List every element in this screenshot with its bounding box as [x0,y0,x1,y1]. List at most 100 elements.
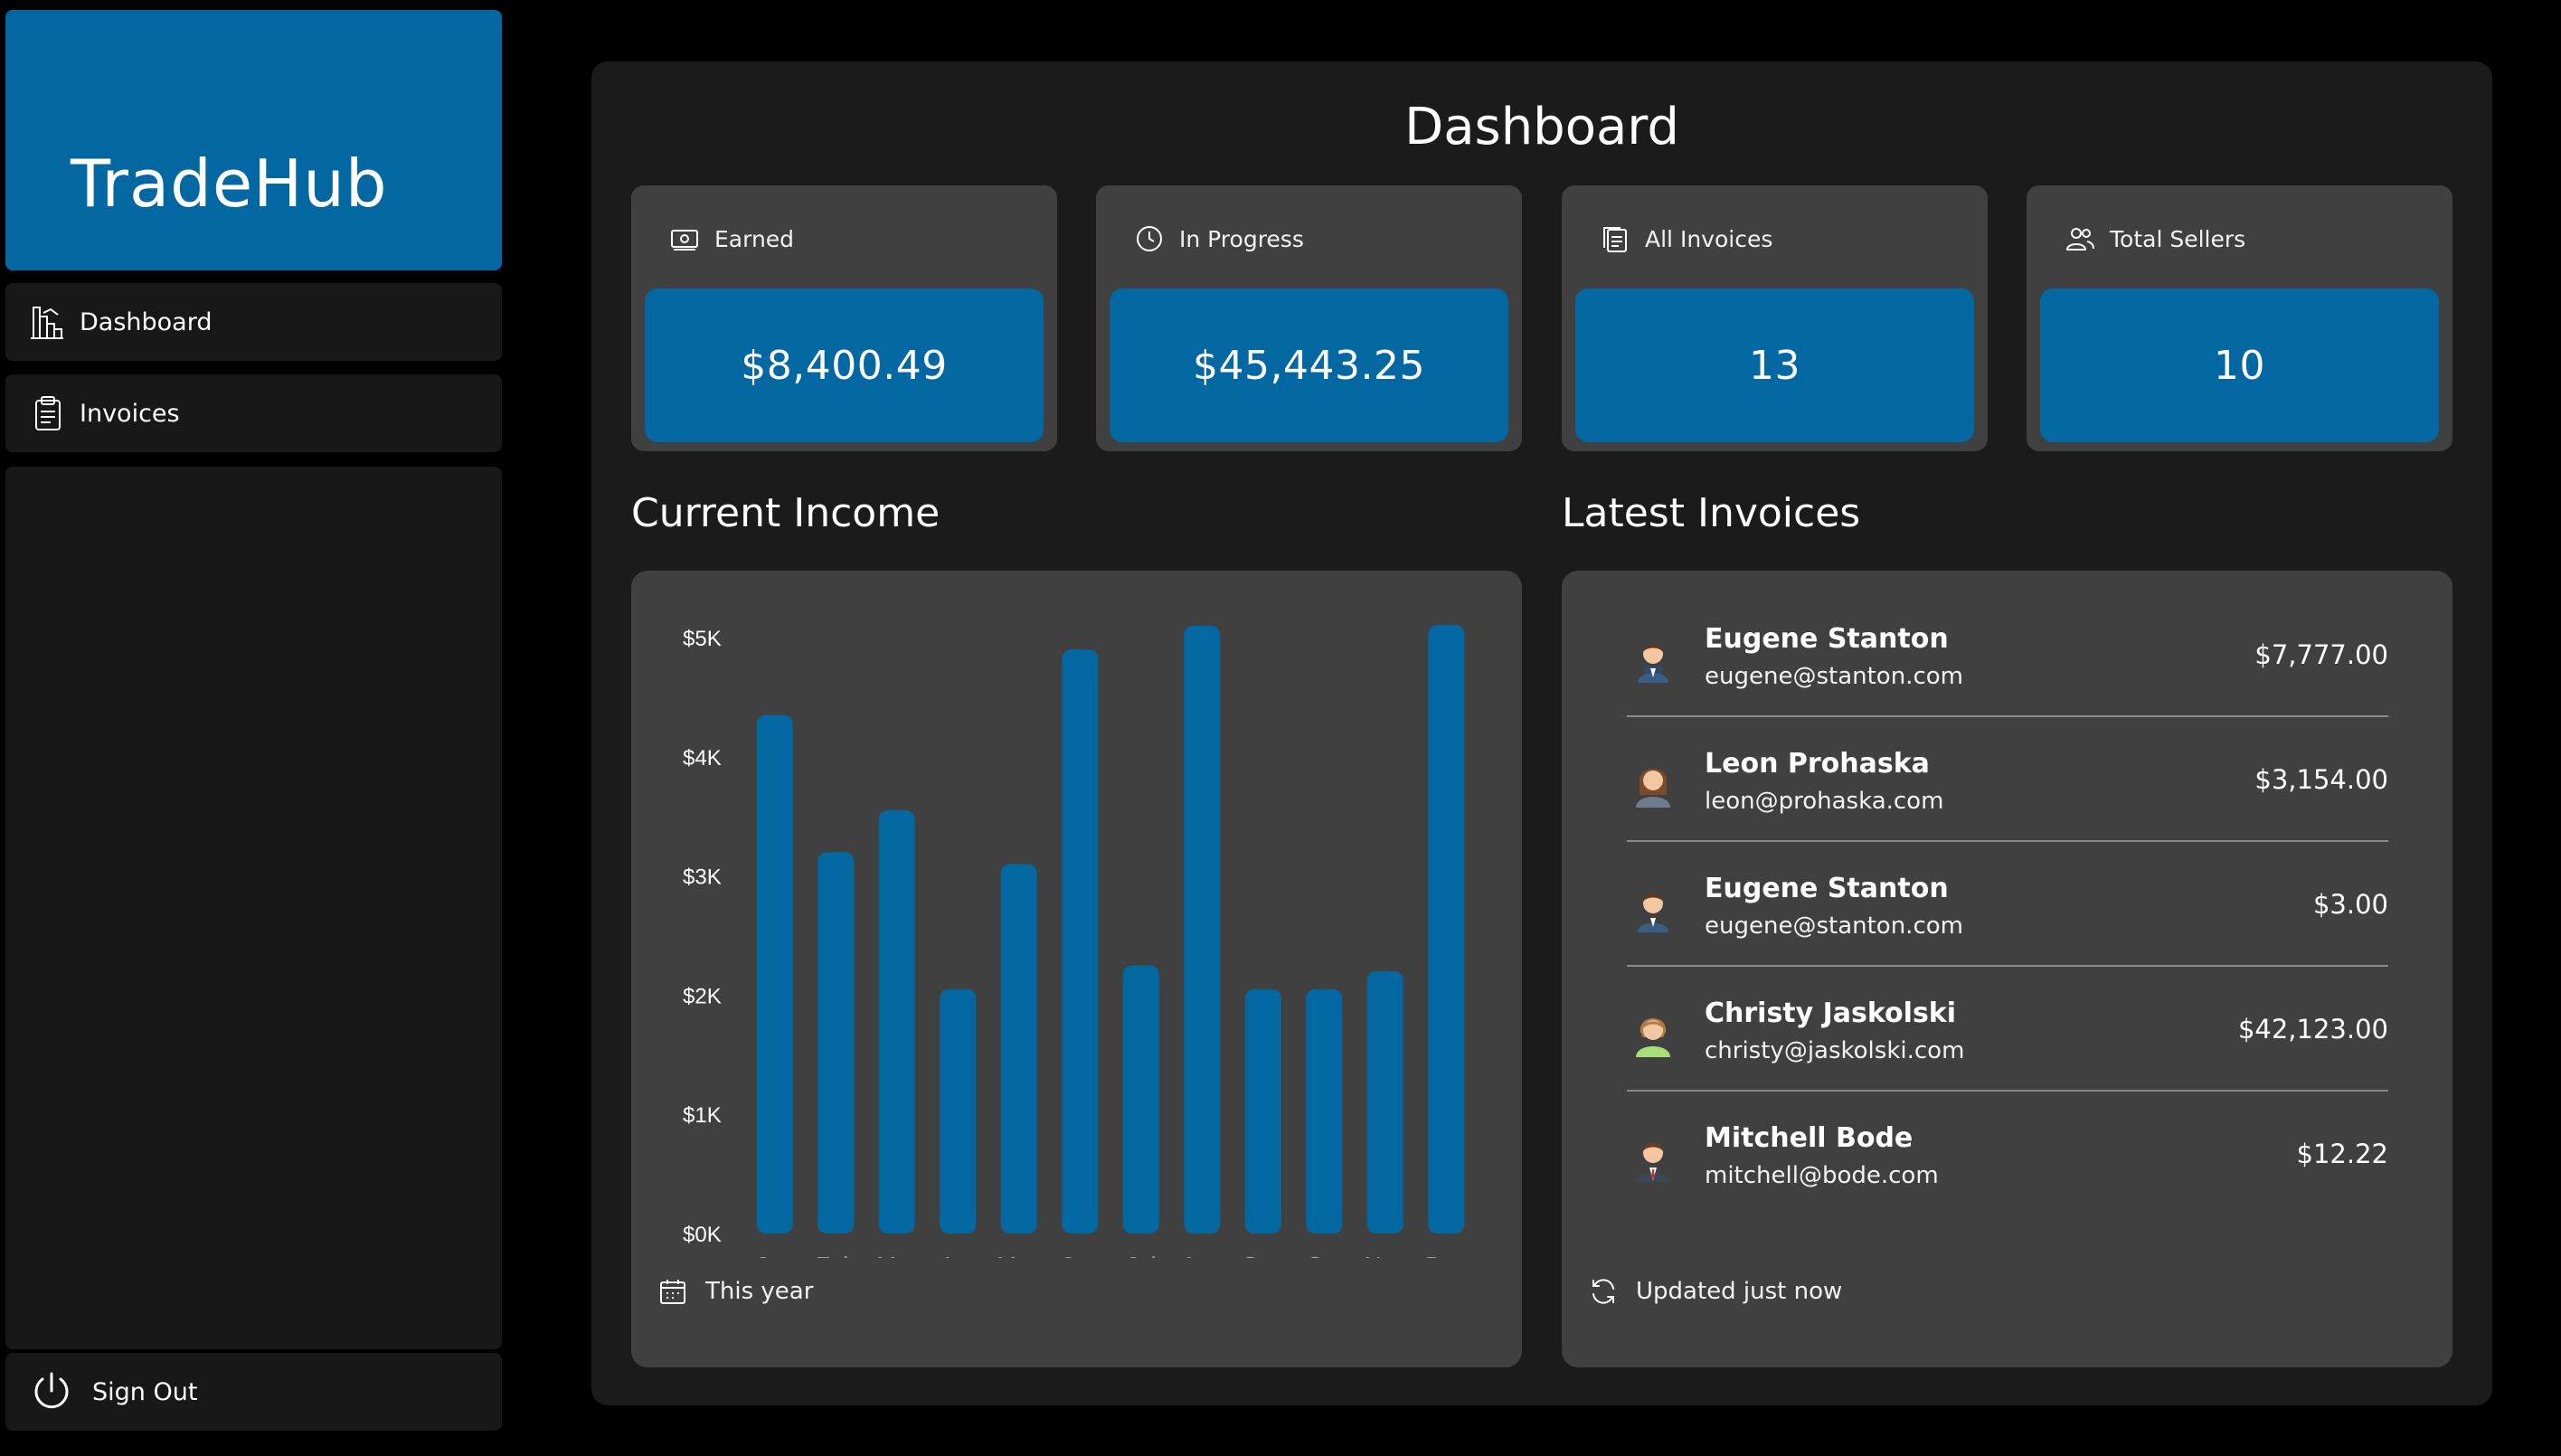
y-tick-label: $4K [683,746,722,771]
invoice-amount: $3,154.00 [2254,764,2388,795]
y-tick-label: $1K [683,1103,722,1128]
invoice-row[interactable]: Mitchell Bode mitchell@bode.com $12.22 [1627,1092,2388,1216]
y-tick-label: $5K [683,627,722,651]
stat-header: Earned [669,223,794,254]
x-tick-label: Jun [1061,1252,1099,1258]
stat-label: Total Sellers [2110,225,2246,252]
invoice-row[interactable]: Leon Prohaska leon@prohaska.com $3,154.0… [1627,717,2388,842]
y-tick-label: $0K [683,1223,722,1247]
stat-label: In Progress [1179,225,1304,252]
sidebar-item-dashboard[interactable]: Dashboard [5,283,502,361]
stat-header: All Invoices [1600,223,1772,254]
avatar [1638,893,1668,932]
income-chart-panel: $0K $1K $2K $3K $4K $5K Jan Feb Mar Apr May Jun Jul A… [631,571,1522,1367]
stat-card-all-invoices: All Invoices 13 [1562,185,1988,451]
x-tick-label: Mar [876,1252,917,1258]
y-tick-label: $2K [683,984,722,1008]
calendar-icon [660,1280,685,1304]
x-tick-label: Sep [1243,1252,1284,1258]
bar-sep [1244,988,1281,1234]
invoice-customer-name: Eugene Stanton [1705,873,1949,904]
invoice-row[interactable]: Eugene Stanton eugene@stanton.com $3.00 [1627,842,2388,967]
bar-nov [1366,971,1403,1234]
bar-jan [756,714,793,1234]
brand-name: TradeHub [71,146,388,222]
invoice-customer-email: christy@jaskolski.com [1705,1037,1965,1064]
x-tick-label: Dec [1425,1252,1467,1258]
invoice-row[interactable]: Eugene Stanton eugene@stanton.com $7,777… [1627,592,2388,717]
stat-value: 10 [2040,288,2439,442]
invoice-row[interactable]: Christy Jaskolski christy@jaskolski.com … [1627,967,2388,1092]
sidebar-spacer [5,467,502,1349]
x-tick-label: Jul [1126,1252,1156,1258]
invoice-amount: $12.22 [2296,1139,2388,1169]
invoice-customer-name: Leon Prohaska [1705,748,1930,780]
invoice-customer-name: Eugene Stanton [1705,623,1949,655]
stat-card-total-sellers: Total Sellers 10 [2027,185,2452,451]
brand-banner: TradeHub [5,10,502,270]
documents-icon [1603,227,1627,252]
bar-aug [1184,625,1221,1234]
main-panel: Dashboard Earned $8,400.49 In Progress $… [591,61,2492,1405]
building-chart-icon [31,307,63,339]
invoice-list: Eugene Stanton eugene@stanton.com $7,777… [1627,592,2388,1216]
cash-icon [671,230,698,251]
invoice-customer-name: Mitchell Bode [1705,1122,1914,1154]
sign-out-label: Sign Out [92,1377,198,1406]
bar-mar [878,810,915,1234]
x-tick-label: Nov [1365,1252,1406,1258]
stat-value: $8,400.49 [645,288,1044,442]
sign-out-button[interactable]: Sign Out [5,1353,502,1431]
invoice-customer-email: leon@prohaska.com [1705,788,1944,815]
bar-dec [1428,625,1465,1234]
invoices-section-title: Latest Invoices [1562,490,1861,536]
stat-value: $45,443.25 [1110,288,1508,442]
invoice-customer-email: mitchell@bode.com [1705,1162,1939,1189]
income-section-title: Current Income [631,490,940,536]
x-tick-label: May [997,1252,1041,1258]
bar-feb [817,852,855,1234]
stat-value: 13 [1575,288,1974,442]
stat-label: All Invoices [1645,225,1773,252]
x-tick-label: Aug [1181,1252,1223,1258]
sidebar-item-invoices[interactable]: Invoices [5,374,502,452]
clipboard-icon [35,396,61,430]
invoice-amount: $3.00 [2312,889,2388,920]
sidebar-item-label: Invoices [80,399,180,428]
page-title: Dashboard [1404,98,1679,156]
x-tick-label: Oct [1306,1252,1343,1258]
users-icon [2065,228,2094,251]
income-bar-chart: $0K $1K $2K $3K $4K $5K Jan Feb Mar Apr May Jun Jul A… [683,625,1467,1258]
refresh-icon[interactable] [1589,1277,1618,1306]
avatar [1636,1018,1670,1057]
power-icon [34,1372,69,1409]
bar-jul [1122,965,1159,1234]
latest-invoices-panel: Eugene Stanton eugene@stanton.com $7,777… [1562,571,2452,1367]
stat-header: Total Sellers [2065,223,2245,254]
invoice-customer-email: eugene@stanton.com [1705,912,1963,940]
x-tick-label: Feb [816,1252,856,1258]
stat-card-earned: Earned $8,400.49 [631,185,1057,451]
stat-card-in-progress: In Progress $45,443.25 [1096,185,1522,451]
bar-oct [1306,988,1343,1234]
invoices-footer: Updated just now [1589,1277,1842,1306]
sidebar-item-label: Dashboard [80,307,213,336]
invoices-footer-label: Updated just now [1636,1278,1843,1305]
sidebar: TradeHub Dashboard Invoices Sign Out [5,10,502,1431]
bar-apr [940,988,977,1234]
invoice-amount: $42,123.00 [2237,1014,2388,1045]
income-footer-label: This year [705,1278,814,1305]
invoice-customer-name: Christy Jaskolski [1705,997,1957,1029]
avatar [1636,769,1670,808]
stat-header: In Progress [1134,223,1304,254]
bar-jun [1062,649,1099,1234]
invoice-customer-email: eugene@stanton.com [1705,663,1963,690]
avatar [1638,1143,1668,1182]
income-footer: This year [658,1277,813,1306]
bar-may [1000,864,1037,1234]
clock-icon [1137,226,1162,251]
stat-label: Earned [714,225,795,252]
x-tick-label: Apr [940,1252,977,1258]
y-tick-label: $3K [683,865,722,890]
invoice-amount: $7,777.00 [2254,639,2388,670]
